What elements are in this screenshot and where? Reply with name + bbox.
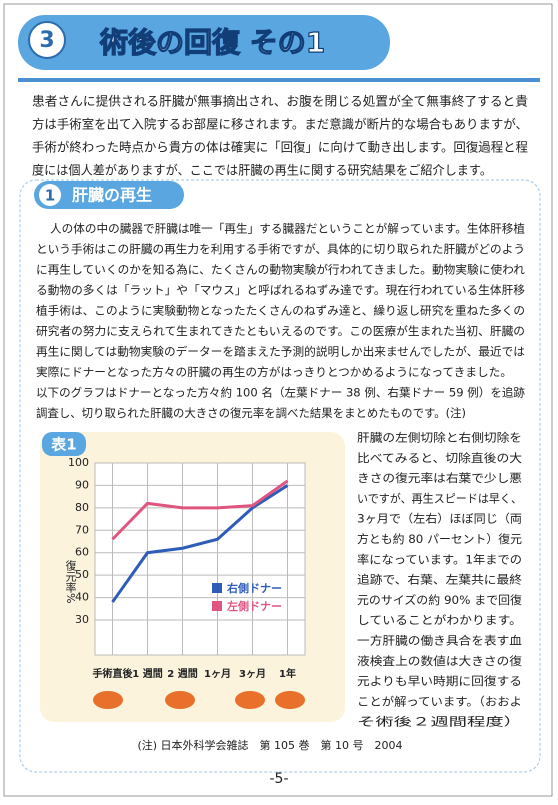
intro-line: 度には個人差がありますが、ここでは肝臓の再生に関する研究結果をご紹介します。: [32, 163, 492, 178]
header-banner: [18, 15, 390, 70]
side-text-line: いですが、再生スピードは早く、: [357, 491, 522, 505]
paragraph-line: に再生していくのかを知る為に、たくさんの動物実験が行われてきました。動物実験に使…: [36, 263, 526, 277]
x-tick-label: 1 週間: [132, 668, 162, 680]
paragraph-line: 再生に関しては動物実験のデーターを踏まえた予測的説明しか出来ませんでしたが、最近…: [36, 345, 525, 359]
side-text-line: ことが解っています。（おおよ: [357, 694, 522, 708]
x-tick-label: 2 週間: [167, 668, 197, 680]
paragraph-line: る動物の多くは「ラット」や「マウス」と呼ばれるねずみ達です。現在行われている生体…: [36, 283, 525, 297]
side-text-line: 液検査上の数値は大きさの復: [357, 654, 523, 668]
side-text-line: 比べてみると、切除直後の大: [357, 451, 523, 465]
side-text-line: 追跡で、右葉、左葉共に最終: [357, 573, 523, 587]
y-axis-label: 復元率%: [64, 560, 77, 604]
y-tick-label: 90: [75, 478, 89, 491]
liver-icon: [165, 691, 195, 709]
section-badge: [39, 184, 61, 206]
y-tick-label: 50: [75, 568, 89, 581]
y-tick-label: 100: [68, 456, 89, 469]
paragraph-line: 調査し、切り取られた肝臓の大きさの復元率を調べた結果をまとめたものです。(注): [36, 406, 466, 420]
side-text-line: 一方肝臓の働き具合を表す血: [357, 634, 523, 648]
section-pill: [34, 181, 184, 209]
paragraph-line: 植手術は、このように実験動物となったたくさんのねずみ達と、繰り返し研究を重ねた多…: [36, 304, 525, 318]
liver-icon: [93, 691, 123, 709]
intro-line: 手術が終わった時点から貴方の体は確実に「回復」に向けて動き出します。回復過程と程: [32, 140, 528, 155]
intro-line: 方は手術室を出て入院するお部屋に移されます。まだ意識が断片的な場合もありますが、: [32, 117, 528, 132]
chart-label: 表1: [51, 436, 76, 454]
x-tick-label: 1年: [279, 667, 296, 680]
liver-icon: [235, 691, 265, 709]
note: (注) 日本外科学会雑誌 第 105 巻 第 10 号 2004: [137, 738, 402, 752]
y-tick-label: 30: [75, 613, 89, 626]
side-text-line: 元のサイズの約 90% まで回復: [357, 593, 523, 607]
side-text-line: していることがわかります。: [357, 613, 522, 627]
paragraph-line: 以下のグラフはドナーとなった方々約 100 名（左葉ドナー 38 例、右葉ドナー…: [36, 386, 525, 400]
y-tick-label: 40: [75, 591, 89, 604]
liver-icon: [275, 691, 305, 709]
y-tick-label: 70: [75, 523, 89, 536]
paragraph-line: という手術はこの肝臓の再生力を利用する手術ですが、具体的に切り取られた肝臓がどの…: [36, 242, 525, 256]
paragraph-line: 実際にドナーとなった方々の肝臓の再生の方がはっきりとつかめるようになってきました…: [36, 365, 512, 379]
page-number: -5-: [269, 771, 288, 787]
header-badge: [28, 21, 66, 59]
x-tick-label: 手術直後: [93, 667, 134, 680]
series-line: [111, 484, 289, 603]
x-tick-label: 1ヶ月: [204, 668, 231, 680]
paragraph-line: 人の体の中の臓器で肝臓は唯一「再生」する臓器だということが解っています。生体肝移…: [50, 222, 525, 236]
header-number: 3: [39, 28, 54, 53]
header-title: 術後の回復 その1: [99, 26, 325, 59]
chart-tag: [42, 432, 86, 456]
section-title: 肝臓の再生: [72, 186, 152, 205]
intro-line: 患者さんに提供される肝臓が無事摘出され、お腹を閉じる処置が全て無事終了すると貴: [32, 94, 528, 109]
legend-swatch: [212, 601, 222, 611]
y-tick-label: 60: [75, 546, 89, 559]
side-text-line: 3ヶ月で（左右）ほぼ同じ（両: [357, 512, 522, 526]
series-line: [111, 479, 289, 541]
side-text-line: 率になっています。1年までの: [357, 552, 522, 566]
side-text-line: そ術後２週間程度）: [357, 715, 522, 729]
x-tick-label: 3ヶ月: [239, 668, 266, 680]
legend-swatch: [212, 583, 222, 593]
side-text-line: 方とも約 80 パーセント）復元: [357, 532, 523, 546]
paragraph-line: 研究者の努力に支えられて生まれてきたともいえるのです。この医療が生まれた当初、肝…: [36, 324, 525, 338]
section-number: 1: [45, 187, 55, 205]
legend-label: 右側ドナー: [226, 581, 282, 595]
side-text-line: きさの復元率は右葉で少し悪: [357, 471, 523, 485]
legend-label: 左側ドナー: [226, 599, 282, 613]
y-tick-label: 80: [75, 501, 89, 514]
side-text-line: 元よりも早い時期に回復する: [357, 674, 522, 688]
side-text-line: 肝臓の左側切除と右側切除を: [357, 431, 522, 445]
